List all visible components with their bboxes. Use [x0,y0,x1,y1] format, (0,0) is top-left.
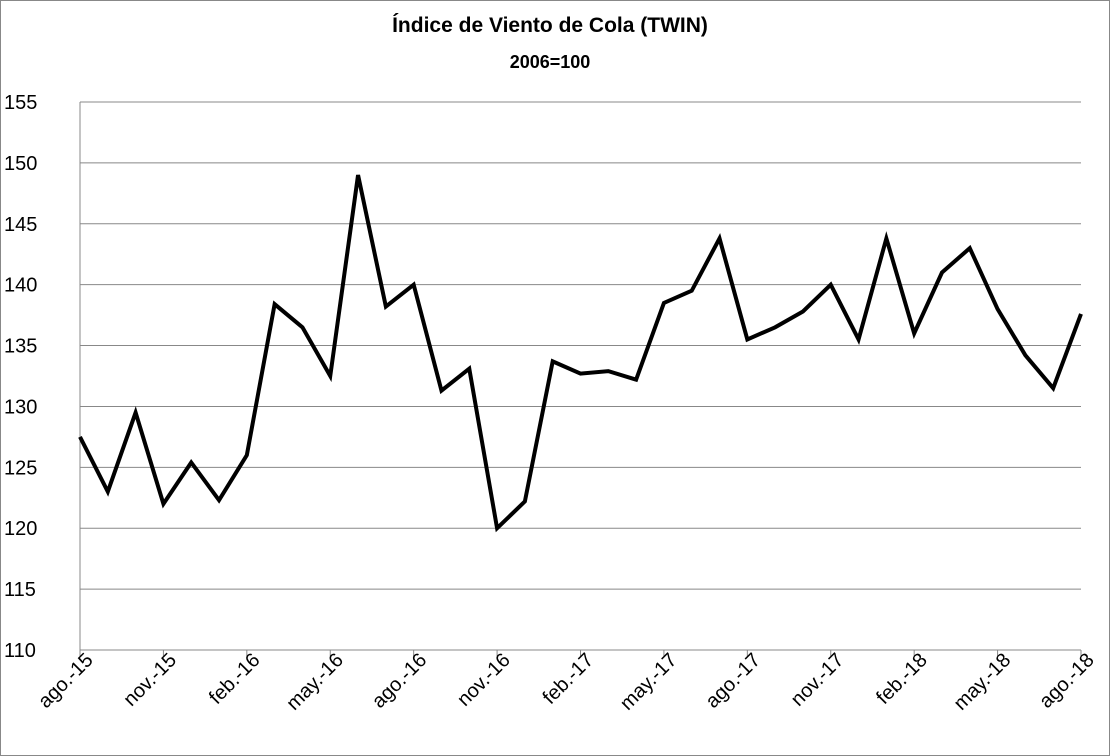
y-tick-label: 140 [4,275,37,297]
y-tick-label: 135 [4,336,37,358]
line-series [78,174,1083,533]
y-tick-label: 145 [4,214,37,236]
y-tick-label: 155 [4,92,37,114]
chart-title: Índice de Viento de Cola (TWIN) [392,14,708,37]
y-tick-label: 120 [4,518,37,540]
y-tick-label: 115 [4,579,36,601]
y-tick-label: 125 [4,457,37,479]
chart-subtitle: 2006=100 [510,52,591,72]
y-tick-label: 110 [4,640,36,662]
y-tick-label: 130 [4,396,37,418]
y-tick-label: 150 [4,153,37,175]
